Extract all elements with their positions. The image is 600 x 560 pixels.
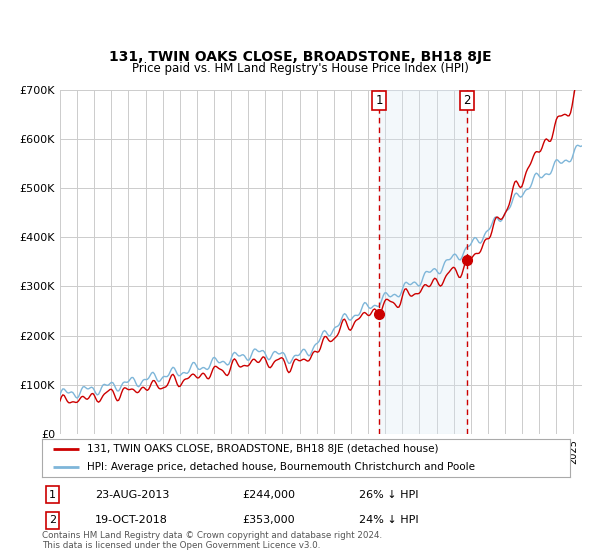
Text: 1: 1 <box>376 94 383 107</box>
Text: 131, TWIN OAKS CLOSE, BROADSTONE, BH18 8JE (detached house): 131, TWIN OAKS CLOSE, BROADSTONE, BH18 8… <box>87 444 439 454</box>
Text: 19-OCT-2018: 19-OCT-2018 <box>95 515 167 525</box>
Text: 23-AUG-2013: 23-AUG-2013 <box>95 489 169 500</box>
Text: 26% ↓ HPI: 26% ↓ HPI <box>359 489 418 500</box>
Text: £353,000: £353,000 <box>242 515 295 525</box>
Text: Price paid vs. HM Land Registry's House Price Index (HPI): Price paid vs. HM Land Registry's House … <box>131 62 469 75</box>
Bar <box>379 90 467 434</box>
Text: Contains HM Land Registry data © Crown copyright and database right 2024.
This d: Contains HM Land Registry data © Crown c… <box>42 530 382 550</box>
Text: £244,000: £244,000 <box>242 489 296 500</box>
Text: 24% ↓ HPI: 24% ↓ HPI <box>359 515 418 525</box>
Text: 2: 2 <box>49 515 56 525</box>
Text: HPI: Average price, detached house, Bournemouth Christchurch and Poole: HPI: Average price, detached house, Bour… <box>87 462 475 472</box>
Text: 131, TWIN OAKS CLOSE, BROADSTONE, BH18 8JE: 131, TWIN OAKS CLOSE, BROADSTONE, BH18 8… <box>109 50 491 64</box>
Text: 1: 1 <box>49 489 56 500</box>
Text: 2: 2 <box>464 94 471 107</box>
